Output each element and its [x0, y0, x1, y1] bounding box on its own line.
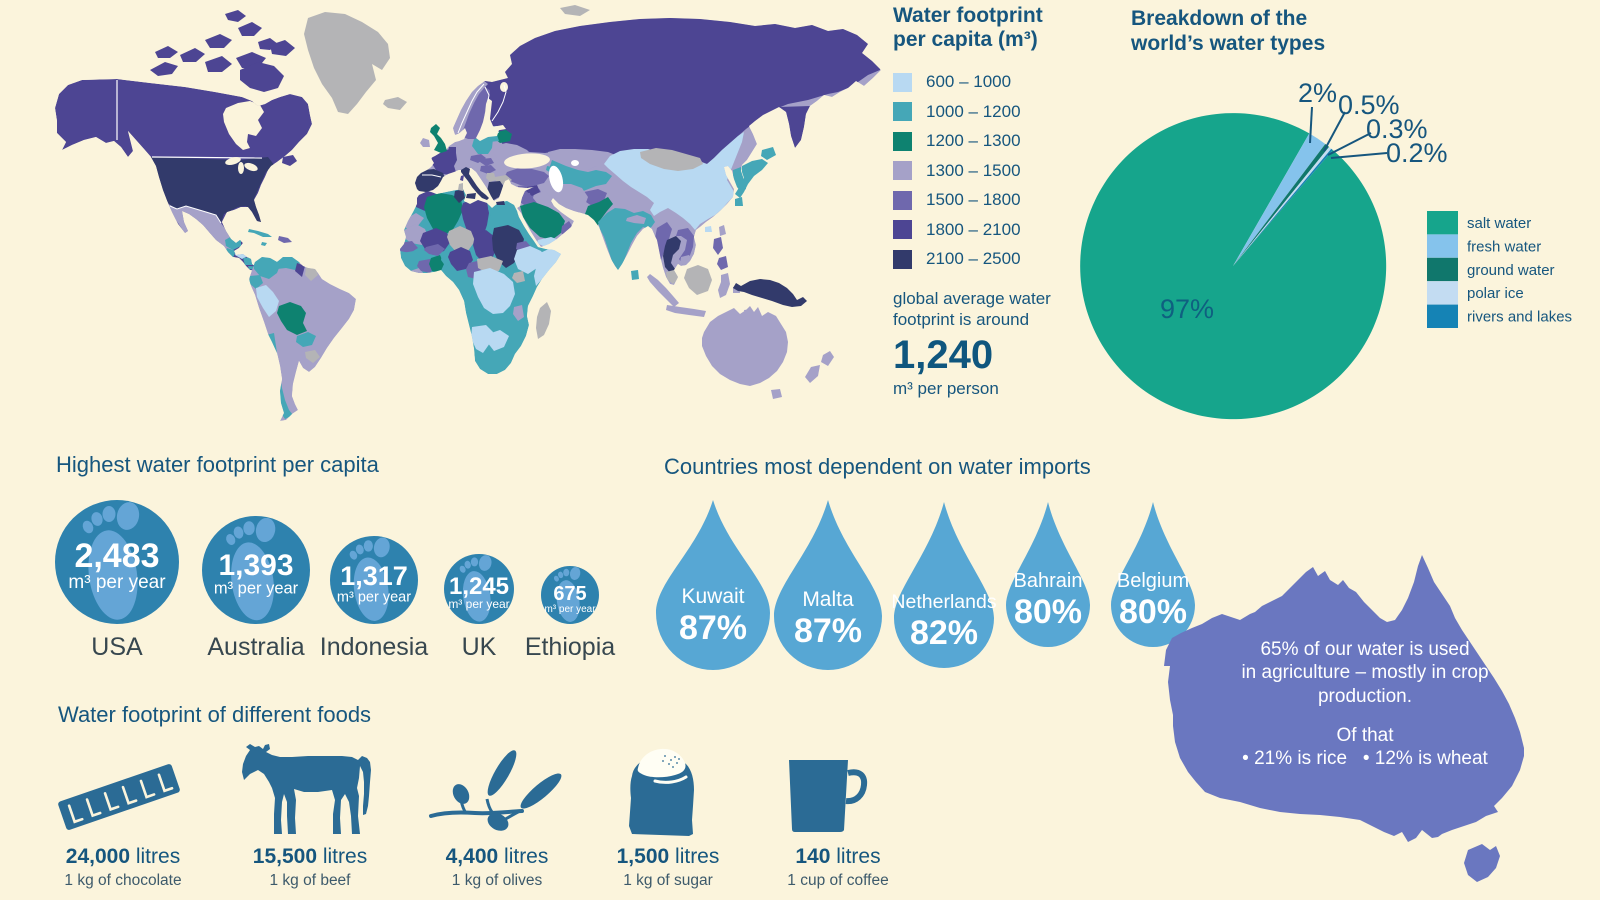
- svg-text:Bahrain: Bahrain: [1014, 570, 1083, 592]
- svg-text:1,393: 1,393: [218, 549, 293, 582]
- svg-text:675: 675: [553, 583, 586, 605]
- svg-text:2,483: 2,483: [74, 537, 159, 575]
- svg-text:1,317: 1,317: [340, 561, 408, 591]
- svg-text:polar ice: polar ice: [1467, 285, 1524, 302]
- svg-text:80%: 80%: [1014, 593, 1082, 631]
- svg-text:Malta: Malta: [802, 588, 854, 611]
- svg-text:87%: 87%: [679, 609, 747, 647]
- svg-text:m³ per year: m³ per year: [448, 597, 509, 611]
- svg-text:82%: 82%: [910, 614, 978, 652]
- svg-text:0.2%: 0.2%: [1386, 138, 1448, 168]
- svg-text:Netherlands: Netherlands: [891, 591, 996, 613]
- svg-text:salt water: salt water: [1467, 215, 1531, 232]
- svg-text:m³ per year: m³ per year: [214, 580, 299, 598]
- svg-text:Belgium: Belgium: [1117, 570, 1189, 592]
- svg-text:2%: 2%: [1298, 78, 1337, 108]
- svg-text:m³ per year: m³ per year: [544, 604, 596, 615]
- svg-text:m³ per year: m³ per year: [68, 572, 166, 593]
- svg-text:m³ per year: m³ per year: [337, 590, 411, 606]
- svg-text:Kuwait: Kuwait: [681, 585, 744, 608]
- svg-text:rivers and lakes: rivers and lakes: [1467, 309, 1572, 326]
- svg-text:97%: 97%: [1160, 294, 1214, 324]
- svg-text:fresh water: fresh water: [1467, 238, 1541, 255]
- svg-text:0.5%: 0.5%: [1338, 90, 1400, 120]
- svg-text:1,245: 1,245: [449, 573, 509, 600]
- svg-text:87%: 87%: [794, 612, 862, 650]
- svg-text:0.3%: 0.3%: [1366, 114, 1428, 144]
- svg-text:80%: 80%: [1119, 593, 1187, 631]
- svg-text:ground water: ground water: [1467, 262, 1555, 279]
